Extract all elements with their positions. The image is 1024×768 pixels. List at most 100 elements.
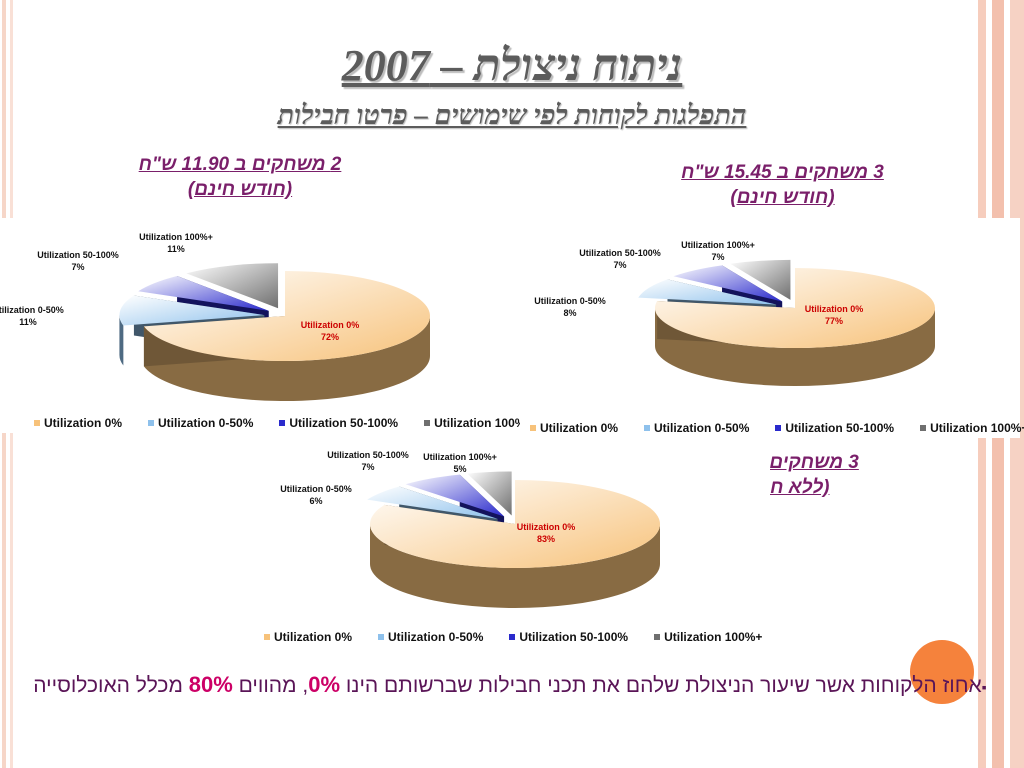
legend-item-slice-100plus: Utilization 100%+	[424, 416, 532, 430]
legend-label-slice-100plus: Utilization 100%+	[664, 630, 763, 644]
pie-label-slice-0-50: Utilization 0-50%	[0, 305, 64, 315]
footnote-eighty: 80%	[188, 672, 233, 697]
page-subtitle: התפלגות לקוחות לפי שימושים – פרטו חבילות	[277, 100, 747, 130]
legend-swatch-slice-100plus	[424, 420, 431, 426]
pie-side-slice-0-50	[119, 315, 124, 366]
chart-2-heading: 3 משחקים ב 15.45 ש"ח (חודש חינם)	[640, 160, 925, 210]
chart-2-heading-line2: (חודש חינם)	[730, 187, 835, 208]
legend-label-slice-50-100: Utilization 50-100%	[519, 630, 629, 644]
legend-swatch-slice-0	[264, 634, 270, 640]
chart-1-heading: 2 משחקים ב 11.90 ש"ח (חודש חינם)	[100, 152, 380, 202]
page-title: ניתוח ניצולת – 2007	[341, 41, 683, 90]
chart-1-heading-line1: 2 משחקים ב 11.90 ש"ח	[138, 154, 342, 175]
pie-side-slice-0	[370, 524, 660, 608]
legend-item-slice-100plus: Utilization 100%+	[920, 421, 1024, 435]
legend-item-slice-50-100: Utilization 50-100%	[279, 416, 398, 430]
pie-value-slice-0-50: 6%	[309, 496, 322, 506]
pie-slice-slice-0-50	[367, 486, 498, 519]
footnote-zero: 0%	[308, 672, 340, 697]
legend-swatch-slice-0-50	[644, 425, 651, 431]
pie-slice-slice-100plus	[186, 263, 279, 309]
pie-slice-slice-0-50	[119, 295, 265, 326]
legend-swatch-slice-0-50	[378, 634, 385, 640]
chart-3-panel: Utilization 0% 83% Utilization 0-50% 6% Util…	[250, 440, 770, 650]
legend-item-slice-0: Utilization 0%	[530, 421, 618, 435]
legend-swatch-slice-100plus	[654, 634, 661, 640]
legend-label-slice-0: Utilization 0%	[44, 416, 123, 430]
pie-label-slice-50-100: Utilization 50-100%	[579, 248, 661, 258]
chart-2-legend: Utilization 0% Utilization 0-50% Utilizati…	[530, 421, 1024, 435]
legend-label-slice-0: Utilization 0%	[540, 421, 619, 435]
chart-1-svg: Utilization 0% 72% Utilization 0-50% 11% Uti…	[0, 232, 430, 401]
pie-value-slice-100plus: 11%	[167, 244, 185, 254]
pie-value-slice-50-100: 7%	[71, 262, 84, 272]
chart-3-svg: Utilization 0% 83% Utilization 0-50% 6% Util…	[280, 450, 660, 608]
footnote-part3: מכלל האוכלוסייה	[33, 674, 189, 697]
legend-swatch-slice-50-100	[509, 634, 516, 640]
pie-label-slice-0: Utilization 0%	[805, 304, 864, 314]
pie-label-slice-100plus: Utilization 100%+	[139, 232, 213, 242]
pie-value-slice-50-100: 7%	[361, 462, 374, 472]
pie-label-slice-0: Utilization 0%	[301, 320, 360, 330]
pie-value-slice-0: 83%	[537, 534, 555, 544]
legend-item-slice-0: Utilization 0%	[34, 416, 122, 430]
pie-side-slice-0	[143, 316, 430, 401]
pie-label-slice-100plus: Utilization 100%+	[423, 452, 497, 462]
legend-item-slice-0: Utilization 0%	[264, 630, 352, 644]
pie-slice-slice-50-100	[673, 265, 783, 302]
chart-1-heading-line2: (חודש חינם)	[187, 179, 293, 200]
pie-slice-slice-100plus	[730, 259, 791, 300]
pie-value-slice-50-100: 7%	[613, 260, 626, 270]
footnote: ▪אחוז הלקוחות אשר שיעור הניצולת שלהם את …	[10, 668, 1010, 704]
chart-3-legend: Utilization 0% Utilization 0-50% Utilizati…	[264, 630, 788, 644]
legend-swatch-slice-0-50	[148, 420, 155, 426]
chart-1-legend: Utilization 0% Utilization 0-50% Utilizati…	[34, 416, 558, 430]
chart-2-heading-line1: 3 משחקים ב 15.45 ש"ח	[681, 162, 884, 183]
legend-item-slice-50-100: Utilization 50-100%	[775, 421, 894, 435]
legend-item-slice-0-50: Utilization 0-50%	[644, 421, 749, 435]
footnote-part1: אחוז הלקוחות אשר שיעור הניצולת שלהם את ת…	[340, 674, 982, 697]
pie-label-slice-50-100: Utilization 50-100%	[37, 250, 119, 260]
legend-swatch-slice-100plus	[920, 425, 927, 431]
legend-label-slice-100plus: Utilization 100%+	[930, 421, 1024, 435]
pie-side-slice-0	[655, 308, 935, 386]
legend-item-slice-0-50: Utilization 0-50%	[378, 630, 483, 644]
pie-value-slice-100plus: 7%	[711, 252, 724, 262]
chart-1-panel: Utilization 0% 72% Utilization 0-50% 11% Uti…	[0, 218, 532, 433]
legend-item-slice-50-100: Utilization 50-100%	[509, 630, 628, 644]
pie-slice-slice-0	[143, 271, 430, 361]
pie-value-slice-0-50: 8%	[563, 308, 576, 318]
legend-label-slice-100plus: Utilization 100%+	[434, 416, 533, 430]
bullet-icon: ▪	[981, 679, 987, 695]
legend-label-slice-0-50: Utilization 0-50%	[388, 630, 484, 644]
pie-value-slice-0: 72%	[321, 332, 339, 342]
pie-value-slice-100plus: 5%	[453, 464, 466, 474]
decor-circle	[910, 640, 974, 704]
pie-slice-slice-0	[655, 268, 935, 348]
chart-2-svg: Utilization 0% 77% Utilization 0-50% 8% Util…	[534, 240, 935, 386]
pie-label-slice-0: Utilization 0%	[517, 522, 576, 532]
legend-swatch-slice-0	[34, 420, 40, 426]
pie-slice-slice-100plus	[467, 471, 512, 516]
legend-swatch-slice-0	[530, 425, 536, 431]
footnote-part2: , מהווים	[232, 674, 309, 697]
pie-label-slice-0-50: Utilization 0-50%	[534, 296, 606, 306]
pie-label-slice-100plus: Utilization 100%+	[681, 240, 755, 250]
legend-item-slice-0-50: Utilization 0-50%	[148, 416, 253, 430]
pie-label-slice-50-100: Utilization 50-100%	[327, 450, 409, 460]
pie-label-slice-0-50: Utilization 0-50%	[280, 484, 352, 494]
legend-label-slice-0: Utilization 0%	[274, 630, 353, 644]
legend-label-slice-0-50: Utilization 0-50%	[158, 416, 254, 430]
legend-swatch-slice-50-100	[775, 425, 782, 431]
pie-slice-slice-0	[369, 480, 660, 568]
pie-value-slice-0-50: 11%	[19, 317, 37, 327]
legend-label-slice-50-100: Utilization 50-100%	[289, 416, 399, 430]
legend-label-slice-0-50: Utilization 0-50%	[654, 421, 750, 435]
legend-label-slice-50-100: Utilization 50-100%	[785, 421, 895, 435]
pie-slice-slice-50-100	[138, 275, 269, 311]
chart-2-panel: Utilization 0% 77% Utilization 0-50% 8% Util…	[520, 218, 1024, 438]
legend-item-slice-100plus: Utilization 100%+	[654, 630, 762, 644]
pie-slice-slice-0-50	[638, 279, 777, 305]
pie-slice-slice-50-100	[405, 474, 505, 517]
pie-value-slice-0: 77%	[825, 316, 843, 326]
